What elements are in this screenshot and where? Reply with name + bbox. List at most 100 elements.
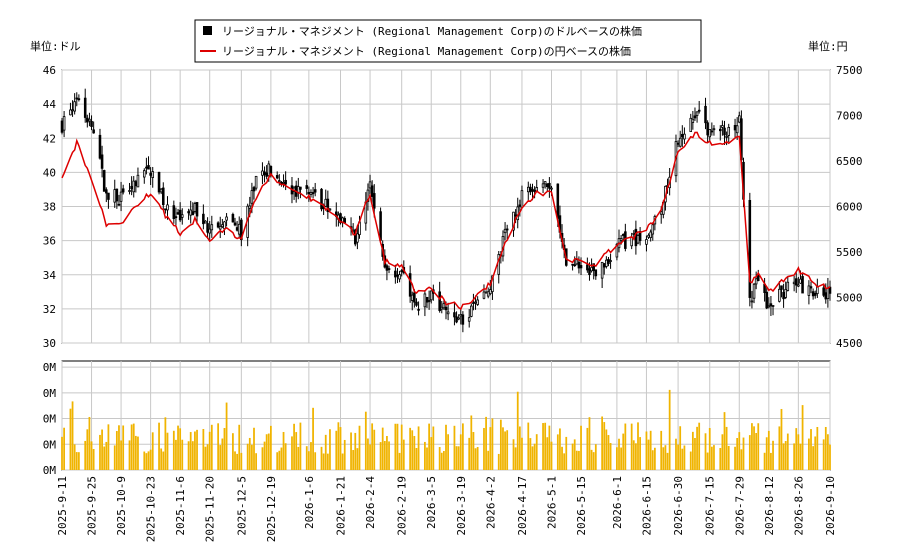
volume-bar: [358, 425, 361, 470]
candle-body: [202, 213, 205, 225]
y-right-tick-label: 7500: [836, 64, 863, 77]
volume-bar: [653, 447, 656, 470]
x-tick-label: 2026-3-19: [455, 476, 468, 536]
volume-bar: [531, 446, 534, 470]
candle-body: [594, 269, 598, 277]
volume-bar: [251, 444, 253, 470]
y-left-tick-label: 32: [43, 303, 56, 316]
volume-bar: [763, 452, 766, 470]
volume-bar: [765, 437, 768, 470]
candle-body: [429, 290, 433, 301]
volume-bar: [499, 419, 502, 470]
y-right-tick-label: 5000: [836, 292, 863, 305]
candle-body: [683, 133, 686, 140]
volume-bar: [457, 446, 460, 470]
volume-bar: [740, 449, 743, 470]
volume-bar: [77, 452, 80, 470]
volume-bar: [675, 438, 677, 470]
candle-body: [88, 118, 91, 122]
volume-bar: [219, 445, 222, 470]
candle-body: [90, 120, 93, 127]
candle-body: [193, 203, 197, 212]
volume-bar: [443, 451, 445, 470]
candle-body: [92, 129, 95, 134]
volume-bar: [489, 427, 492, 470]
volume-bar: [411, 430, 414, 470]
volume-bar: [147, 451, 150, 470]
candle-body: [482, 291, 486, 299]
candle-body: [356, 233, 359, 243]
candle-body: [645, 239, 648, 245]
candle-body: [771, 305, 775, 307]
x-tick-label: 2026-6-1: [611, 476, 624, 529]
candle-body: [250, 190, 254, 204]
candle-body: [307, 191, 311, 195]
candle-body: [75, 97, 79, 100]
volume-bar: [677, 444, 679, 470]
volume-bar: [343, 439, 346, 470]
candle-body: [387, 268, 391, 270]
volume-bar: [191, 441, 194, 470]
volume-bar: [204, 446, 207, 470]
volume-bar: [571, 443, 574, 470]
volume-bar: [352, 450, 355, 470]
candle-body: [816, 286, 819, 294]
volume-bar: [694, 437, 696, 470]
volume-bar: [588, 417, 591, 470]
candle-body: [780, 285, 783, 290]
volume-bar: [99, 434, 101, 470]
candle-body: [634, 228, 638, 247]
volume-bar: [822, 439, 825, 470]
y-right-tick-label: 7000: [836, 110, 863, 123]
candle-body: [178, 209, 182, 221]
volume-bar: [518, 426, 521, 470]
volume-bar: [635, 443, 637, 470]
volume-bar: [706, 452, 709, 470]
volume-bar: [295, 432, 298, 470]
candle-body: [326, 198, 330, 213]
candle-body: [147, 165, 150, 170]
candle-body: [440, 306, 444, 310]
volume-bar: [189, 432, 192, 470]
candle-body: [446, 311, 450, 315]
volume-bar: [329, 429, 331, 470]
volume-bar: [698, 422, 701, 470]
candle-body: [252, 187, 256, 192]
candle-body: [235, 227, 239, 231]
volume-bar: [145, 453, 148, 470]
volume-bar: [210, 424, 213, 470]
volume-bar: [620, 447, 623, 470]
candle-body: [518, 204, 522, 207]
volume-bar: [105, 441, 108, 470]
legend: リージョナル・マネジメント (Regional Management Corp)…: [194, 19, 702, 63]
volume-bar: [149, 449, 152, 470]
volume-bar: [398, 452, 401, 470]
candle-body: [638, 231, 642, 241]
volume-bar: [280, 447, 283, 470]
volume-bar: [388, 441, 390, 470]
legend-usd-label: リージョナル・マネジメント (Regional Management Corp)…: [222, 24, 642, 38]
candle-body: [343, 218, 347, 223]
candle-body: [484, 291, 488, 294]
y-left-tick-label: 36: [43, 235, 56, 248]
x-tick-label: 2025-9-25: [86, 476, 99, 536]
candle-body: [149, 172, 152, 176]
candle-body: [797, 284, 800, 287]
candle-body: [77, 98, 81, 101]
volume-bar: [713, 445, 715, 470]
volume-bar: [812, 446, 815, 470]
candle-body: [204, 220, 207, 224]
y-left-tick-label: 40: [43, 166, 56, 179]
candle-body: [368, 181, 372, 189]
candle-body: [86, 117, 89, 123]
x-tick-label: 2025-11-20: [204, 476, 217, 542]
volume-bar: [801, 405, 804, 470]
candle-body: [261, 170, 264, 176]
volume-bar: [255, 453, 257, 470]
candle-body: [370, 185, 374, 197]
volume-bar: [113, 445, 116, 470]
volume-bar: [808, 438, 810, 470]
x-tick-label: 2025-9-11: [56, 476, 69, 536]
unit-right-label: 単位:円: [808, 39, 848, 53]
volume-bar: [578, 450, 580, 470]
